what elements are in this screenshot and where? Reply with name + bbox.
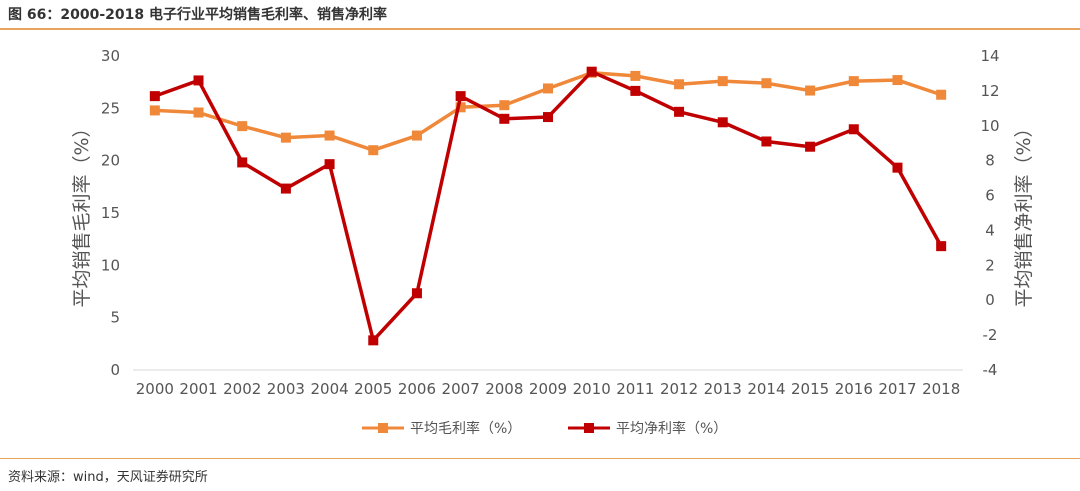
net-margin-point (193, 75, 204, 86)
bottom-divider (0, 458, 1080, 459)
gross-margin-point (149, 105, 160, 116)
net-margin-point (149, 91, 160, 102)
x-tick-label: 2016 (835, 380, 873, 398)
x-axis-ticks: 2000 2001 2002 2003 2004 2005 2006 2007 2008 2009… (136, 380, 961, 398)
net-margin-point (805, 141, 816, 152)
right-tick-label: 12 (980, 82, 999, 100)
x-tick-label: 2011 (616, 380, 654, 398)
top-divider (0, 28, 1080, 30)
net-margin-point (717, 117, 728, 128)
gross-margin-point (674, 79, 685, 90)
net-margin-point (280, 183, 291, 194)
right-tick-label: 0 (985, 291, 995, 309)
left-tick-label: 0 (110, 361, 120, 379)
legend: 平均毛利率（%） 平均净利率（%） (362, 420, 727, 437)
series-net-margin (149, 66, 947, 346)
right-tick-label: -2 (983, 326, 998, 344)
x-tick-label: 2003 (267, 380, 305, 398)
x-tick-label: 2008 (485, 380, 523, 398)
x-tick-label: 2018 (922, 380, 960, 398)
right-tick-label: 6 (985, 187, 995, 205)
gross-margin-point (848, 76, 859, 87)
net-margin-point (499, 113, 510, 124)
net-margin-point (630, 85, 641, 96)
gross-margin-point (499, 100, 510, 111)
net-margin-point (543, 112, 553, 123)
legend-gross-label: 平均毛利率（%） (410, 420, 521, 437)
x-tick-label: 2007 (442, 380, 480, 398)
right-tick-label: -4 (983, 361, 998, 379)
right-axis-ticks: -4 -2 0 2 4 6 8 10 12 14 (980, 47, 999, 379)
x-tick-label: 2017 (878, 380, 916, 398)
x-tick-label: 2005 (354, 380, 392, 398)
gross-margin-point (630, 70, 641, 81)
net-margin-point (761, 136, 772, 147)
x-tick-label: 2014 (747, 380, 785, 398)
right-tick-label: 8 (985, 152, 995, 170)
gross-margin-point (455, 102, 466, 113)
x-tick-label: 2000 (136, 380, 174, 398)
x-tick-label: 2009 (529, 380, 567, 398)
gross-margin-point (368, 145, 379, 156)
gross-margin-point (237, 121, 248, 132)
net-margin-point (892, 162, 903, 173)
right-tick-label: 2 (985, 256, 995, 274)
series-gross-margin (149, 67, 947, 156)
gross-margin-point (193, 107, 204, 118)
gross-margin-point (280, 132, 291, 143)
net-margin-line (154, 69, 943, 343)
x-tick-label: 2002 (223, 380, 261, 398)
net-margin-point (848, 124, 859, 135)
left-tick-label: 10 (101, 256, 120, 274)
left-tick-label: 30 (101, 47, 120, 65)
left-axis-ticks: 0 5 10 15 20 25 30 (101, 47, 120, 379)
legend-gross-marker (378, 423, 388, 433)
left-tick-label: 20 (101, 152, 120, 170)
right-tick-label: 14 (980, 47, 999, 65)
net-margin-point (411, 288, 422, 299)
left-tick-label: 15 (101, 204, 120, 222)
net-margin-point (455, 91, 466, 102)
x-tick-label: 2015 (791, 380, 829, 398)
gross-margin-point (411, 130, 422, 141)
x-tick-label: 2001 (179, 380, 217, 398)
x-tick-label: 2010 (573, 380, 611, 398)
left-tick-label: 25 (101, 99, 120, 117)
left-axis-title: 平均销售毛利率（%） (71, 118, 93, 307)
source-note: 资料来源：wind，天风证券研究所 (8, 470, 208, 485)
gross-margin-point (543, 83, 553, 94)
net-margin-point (936, 241, 947, 252)
net-margin-point (674, 106, 685, 117)
gross-margin-point (936, 89, 947, 100)
x-tick-label: 2006 (398, 380, 436, 398)
gross-margin-point (717, 76, 728, 87)
right-tick-label: 4 (985, 221, 995, 239)
right-axis-title: 平均销售净利率（%） (1013, 118, 1035, 307)
figure-title: 图 66：2000-2018 电子行业平均销售毛利率、销售净利率 (8, 7, 387, 23)
gross-margin-point (892, 75, 903, 86)
net-margin-point (237, 157, 248, 168)
net-margin-point (368, 335, 379, 346)
x-tick-label: 2013 (704, 380, 742, 398)
gross-margin-point (324, 130, 335, 141)
legend-net-marker (584, 423, 594, 433)
left-tick-label: 5 (110, 309, 120, 327)
gross-margin-point (805, 85, 816, 96)
net-margin-point (586, 66, 597, 77)
net-margin-point (324, 159, 335, 170)
gross-margin-point (761, 78, 772, 89)
right-tick-label: 10 (980, 117, 999, 135)
legend-net-label: 平均净利率（%） (616, 420, 727, 437)
x-tick-label: 2012 (660, 380, 698, 398)
x-tick-label: 2004 (310, 380, 348, 398)
